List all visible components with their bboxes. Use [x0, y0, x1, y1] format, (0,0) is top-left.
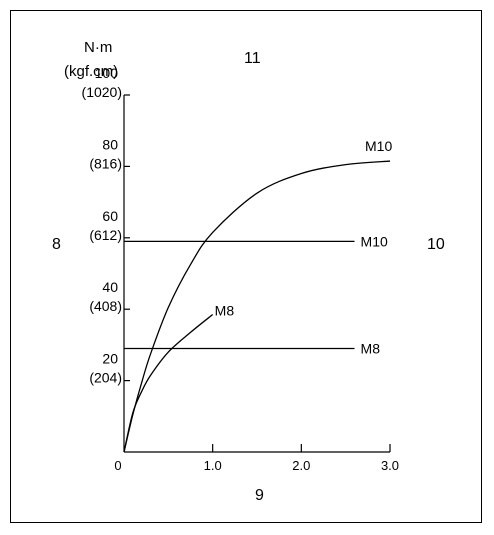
x-tick-label: 2.0 [292, 458, 310, 473]
series-label-m8-curve: M8 [215, 303, 235, 319]
y-axis-unit-sub-label: (kgf.cm) [64, 63, 118, 80]
y-tick-label: 20 [102, 351, 118, 367]
axis-ticks: 0 1.0 2.0 3.0 20 (204) 40 (408) 60 (612) 80 (816) 10… [82, 65, 400, 473]
series-m10-curve-line [123, 160, 391, 453]
y-tick-label: 60 [102, 208, 118, 224]
callout-9: 9 [255, 487, 264, 504]
x-tick-label: 1.0 [204, 458, 222, 473]
callout-8: 8 [52, 236, 61, 253]
series-group: M10 M10 M8 M8 [123, 138, 392, 453]
x-tick-label: 3.0 [381, 458, 399, 473]
y-tick-sub-label: (204) [89, 370, 122, 386]
y-tick-label: 100 [95, 65, 119, 81]
series-label-m10-curve: M10 [365, 138, 392, 154]
series-m8-curve-line [123, 314, 214, 453]
series-label-m10-flat: M10 [361, 233, 388, 249]
y-axis-unit-label: N·m [84, 39, 112, 56]
y-tick-sub-label: (408) [89, 298, 122, 314]
callout-10: 10 [427, 236, 445, 253]
y-tick-sub-label: (612) [89, 227, 122, 243]
y-tick-sub-label: (1020) [82, 84, 122, 100]
x-tick-label: 0 [114, 458, 121, 473]
y-tick-sub-label: (816) [89, 155, 122, 171]
y-tick-label: 80 [102, 136, 118, 152]
y-tick-label: 40 [102, 279, 118, 295]
series-label-m8-flat: M8 [361, 340, 381, 356]
callout-11: 11 [244, 50, 261, 67]
figure-frame [10, 10, 482, 523]
